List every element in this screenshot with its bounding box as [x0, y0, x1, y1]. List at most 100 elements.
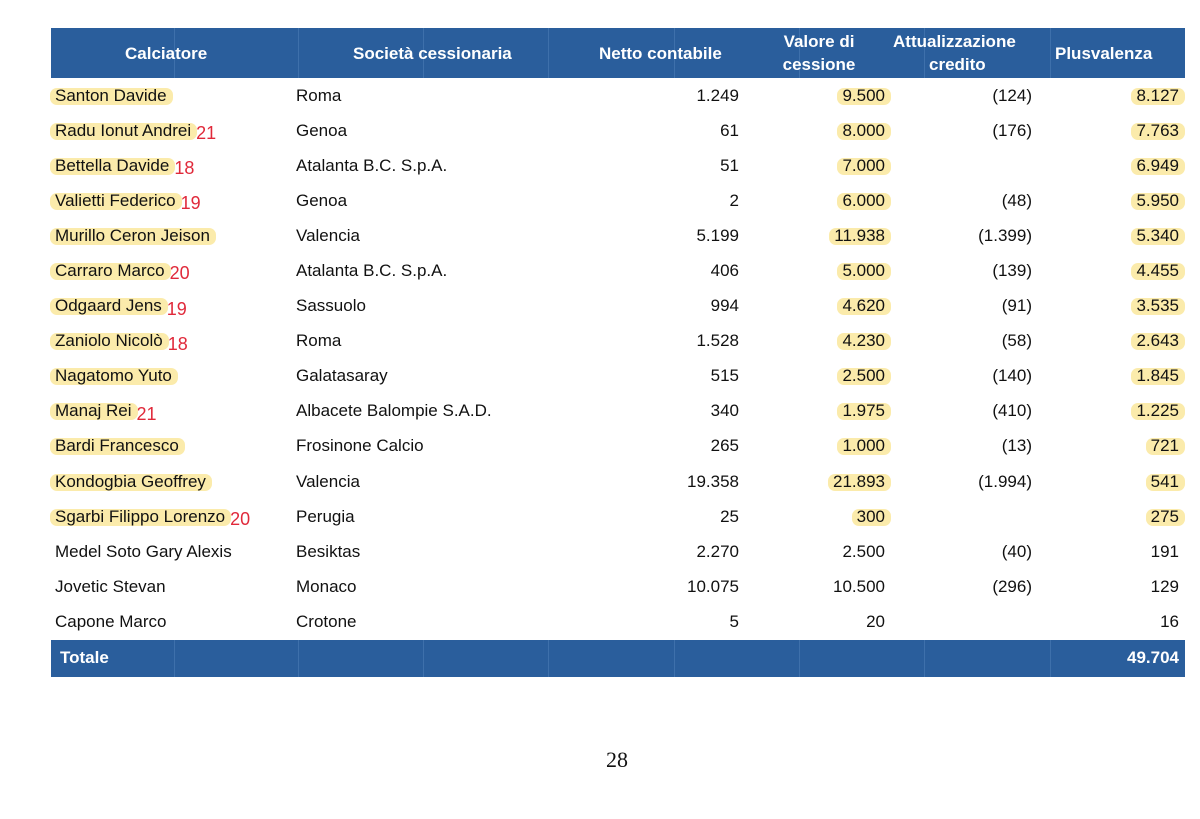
credit-cell: (1.399): [912, 218, 1032, 253]
gain-cell-value: 1.225: [1131, 401, 1185, 421]
header-credit-line1: Attualizzazione: [893, 32, 1016, 51]
sale-value-cell-value: 2.500: [842, 541, 885, 561]
sale-value-cell: 7.000: [765, 148, 891, 183]
player-cell: Kondogbia Geoffrey: [50, 464, 212, 499]
gain-cell: 1.845: [1059, 359, 1185, 394]
table-row: Bettella Davide 18 Atalanta B.C. S.p.A. 51 7…: [49, 148, 1185, 183]
header-credit: Attualizzazione credito: [893, 28, 1016, 78]
gain-cell-value: 129: [1150, 576, 1179, 596]
sale-value-cell: 21.893: [765, 464, 891, 499]
credit-cell: (139): [912, 253, 1032, 288]
table-row: Carraro Marco 20 Atalanta B.C. S.p.A. 406 5.…: [50, 253, 1185, 288]
table-row: Bardi Francesco Frosinone Calcio 265 1.000 (…: [50, 429, 1186, 464]
gain-cell-value: 4.455: [1131, 260, 1185, 280]
sale-value-cell-value: 300: [851, 506, 892, 526]
header-club: Società cessionaria: [353, 43, 512, 63]
gain-cell: 191: [1059, 534, 1179, 569]
header-credit-line2: credito: [929, 55, 986, 74]
player-name: Valietti Federico: [50, 190, 182, 210]
book-value-cell: 2: [619, 183, 739, 218]
table-row: Murillo Ceron Jeison Valencia 5.199 11.938 (…: [50, 218, 1185, 253]
book-value-cell: 10.075: [619, 569, 739, 604]
player-cell: Odgaard Jens 19: [50, 289, 187, 324]
player-name: Bardi Francesco: [50, 436, 185, 456]
gain-cell: 8.127: [1059, 78, 1185, 113]
credit-cell-value: (176): [992, 120, 1032, 140]
credit-cell: (40): [912, 534, 1032, 569]
gain-cell-value: 191: [1150, 541, 1179, 561]
book-value-cell-value: 340: [710, 401, 739, 421]
club-cell: Crotone: [296, 611, 357, 631]
header-book-value: Netto contabile: [599, 43, 722, 63]
player-cell: Radu Ionut Andrei 21: [49, 113, 216, 148]
player-name: Capone Marco: [55, 611, 167, 631]
sale-value-cell: 300: [765, 499, 892, 534]
sale-value-cell: 10.500: [765, 569, 885, 604]
club-cell: Albacete Balompie S.A.D.: [296, 401, 492, 421]
sale-value-cell-value: 2.500: [837, 366, 891, 386]
sale-value-cell-value: 9.500: [837, 85, 891, 105]
book-value-cell-value: 19.358: [687, 471, 739, 491]
book-value-cell: 61: [619, 113, 739, 148]
book-value-cell-value: 1.528: [696, 331, 739, 351]
sale-value-cell: 6.000: [765, 183, 891, 218]
credit-cell: (176): [912, 113, 1032, 148]
age-annotation: 18: [167, 333, 188, 354]
credit-cell: (1.994): [912, 464, 1032, 499]
sale-value-cell: 2.500: [765, 534, 885, 569]
sale-value-cell-value: 11.938: [829, 225, 891, 245]
sale-value-cell: 8.000: [765, 113, 891, 148]
gain-cell: 6.949: [1059, 148, 1185, 183]
player-name: Zaniolo Nicolò: [50, 331, 169, 351]
credit-cell-value: (58): [1001, 331, 1032, 351]
credit-cell-value: (139): [992, 260, 1032, 280]
book-value-cell-value: 51: [720, 155, 739, 175]
credit-cell-value: (296): [992, 576, 1032, 596]
book-value-cell: 1.528: [619, 324, 739, 359]
age-annotation: 18: [174, 158, 195, 179]
gain-cell: 7.763: [1059, 113, 1185, 148]
credit-cell: [912, 499, 1032, 534]
gain-cell-value: 7.763: [1131, 120, 1185, 140]
player-name: Bettella Davide: [49, 155, 176, 175]
age-annotation: 20: [169, 263, 190, 284]
table-row: Zaniolo Nicolò 18 Roma 1.528 4.230 (58) 2.643: [50, 324, 1185, 359]
player-name: Odgaard Jens: [50, 296, 168, 316]
player-cell: Nagatomo Yuto: [50, 359, 178, 394]
player-name: Kondogbia Geoffrey: [50, 471, 212, 491]
player-name: Jovetic Stevan: [55, 576, 166, 596]
book-value-cell: 994: [619, 289, 739, 324]
book-value-cell-value: 515: [710, 366, 739, 386]
player-cell: Sgarbi Filippo Lorenzo 20: [49, 499, 250, 534]
total-value: 49.704: [1127, 648, 1179, 667]
table-header: Calciatore Società cessionaria Netto con…: [51, 28, 1185, 78]
credit-cell: (124): [912, 78, 1032, 113]
table-row: Valietti Federico 19 Genoa 2 6.000 (48) 5.950: [50, 183, 1185, 218]
club-cell: Besiktas: [296, 541, 361, 561]
club-cell: Atalanta B.C. S.p.A.: [296, 260, 448, 280]
player-cell: Murillo Ceron Jeison: [50, 218, 216, 253]
credit-cell-value: (91): [1001, 296, 1032, 316]
player-name: Santon Davide: [50, 85, 173, 105]
book-value-cell-value: 994: [710, 296, 739, 316]
total-label: Totale: [60, 648, 109, 667]
book-value-cell-value: 265: [710, 436, 739, 456]
age-annotation: 19: [180, 193, 201, 214]
table-body: Santon Davide Roma 1.249 9.500 (124) 8.127 Rad…: [49, 78, 1186, 640]
table-row: Radu Ionut Andrei 21 Genoa 61 8.000 (176) 7.76…: [49, 113, 1185, 148]
gain-cell-value: 8.127: [1131, 85, 1185, 105]
book-value-cell-value: 2: [729, 190, 739, 210]
sale-value-cell: 4.230: [765, 324, 891, 359]
sale-value-cell: 1.000: [765, 429, 891, 464]
sale-value-cell-value: 4.230: [837, 331, 891, 351]
transfer-table: Calciatore Società cessionaria Netto con…: [49, 28, 1186, 677]
book-value-cell: 51: [619, 148, 739, 183]
club-cell: Perugia: [296, 506, 355, 526]
club-cell: Roma: [296, 85, 342, 105]
book-value-cell-value: 25: [720, 506, 739, 526]
sale-value-cell-value: 7.000: [837, 155, 891, 175]
sale-value-cell: 20: [765, 604, 885, 639]
credit-cell-value: (13): [1001, 436, 1032, 456]
sale-value-cell-value: 21.893: [828, 471, 891, 491]
player-name: Medel Soto Gary Alexis: [55, 541, 232, 561]
